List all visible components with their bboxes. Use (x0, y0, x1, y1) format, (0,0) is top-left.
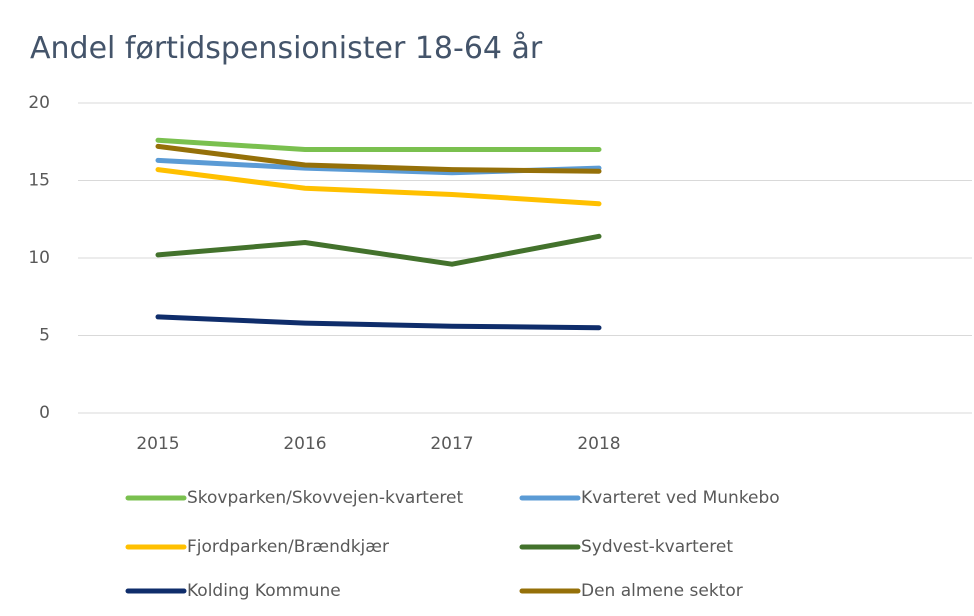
legend-label: Sydvest-kvarteret (581, 537, 733, 557)
y-tick-label: 5 (39, 326, 50, 346)
y-tick-label: 20 (28, 93, 50, 113)
series-line (155, 137, 602, 152)
y-tick-label: 0 (39, 403, 50, 423)
legend-label: Den almene sektor (581, 581, 743, 601)
series-line (155, 167, 602, 207)
x-tick-label: 2016 (283, 434, 326, 454)
series-line (155, 233, 602, 267)
legend-label: Fjordparken/Brændkjær (187, 537, 389, 557)
y-tick-label: 10 (28, 248, 50, 268)
series-line (155, 143, 602, 174)
x-tick-label: 2017 (430, 434, 473, 454)
chart-title: Andel førtidspensionister 18-64 år (30, 31, 543, 66)
x-tick-label: 2015 (136, 434, 179, 454)
series-line (155, 314, 602, 331)
legend-label: Kvarteret ved Munkebo (581, 488, 780, 508)
y-tick-label: 15 (28, 171, 50, 191)
legend-label: Skovparken/Skovvejen-kvarteret (187, 488, 464, 508)
x-tick-label: 2018 (577, 434, 620, 454)
legend-label: Kolding Kommune (187, 581, 341, 601)
